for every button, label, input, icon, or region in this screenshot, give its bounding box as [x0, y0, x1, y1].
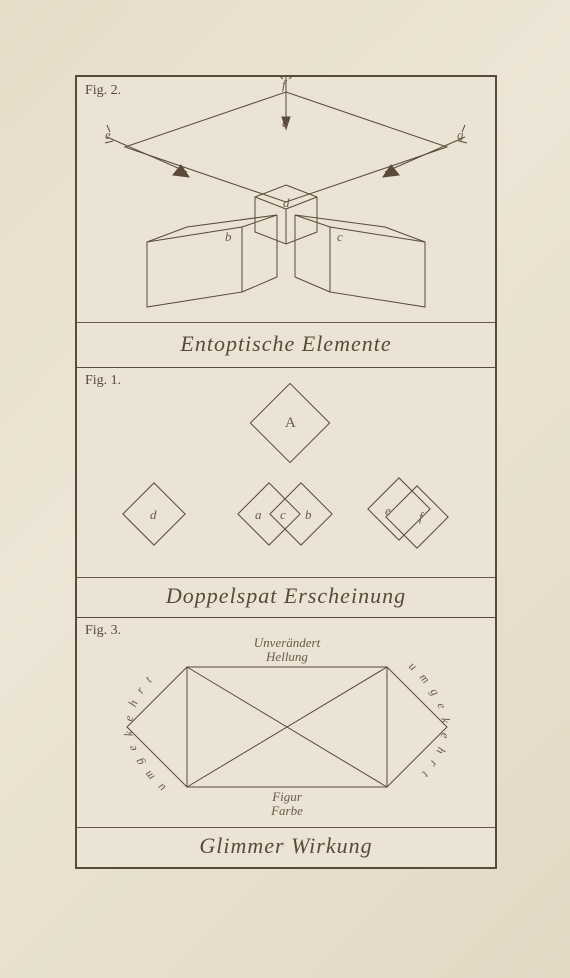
label-d2: d: [150, 507, 157, 523]
plate-frame: Fig. 2.: [75, 75, 497, 869]
left-arc-text: u m g e k e h r t: [121, 671, 168, 795]
label-hellung: Hellung: [237, 649, 337, 665]
fig3-baseline: [77, 827, 495, 828]
svg-text:u m g e k e h r t: u m g e k e h r t: [121, 671, 168, 795]
label-e: e: [105, 127, 111, 143]
label-b2: b: [305, 507, 312, 523]
label-A: A: [285, 415, 296, 432]
label-c: c: [337, 229, 343, 245]
label-f: f: [282, 77, 286, 93]
page-background: Fig. 2.: [0, 0, 570, 978]
panel-fig1: Fig. 1. A d a c b e f Doppelspat Erschei: [77, 367, 495, 618]
panel-fig3: Fig. 3. u m g e k e h r t: [77, 617, 495, 867]
fig1-baseline: [77, 577, 495, 578]
right-arc-text: u m g e k e h r t: [406, 659, 453, 783]
label-e2: e: [385, 503, 391, 519]
fig2-caption: Entoptische Elemente: [77, 331, 495, 357]
label-f2: f: [419, 509, 423, 525]
svg-text:u m g e k e h r t: u m g e k e h r t: [406, 659, 453, 783]
label-c2: c: [280, 507, 286, 523]
fig3-caption: Glimmer Wirkung: [77, 833, 495, 859]
label-g: g: [457, 127, 464, 143]
fig1-caption: Doppelspat Erscheinung: [77, 583, 495, 609]
label-a2: a: [255, 507, 262, 523]
label-b: b: [225, 229, 232, 245]
fig1-diagram: [77, 367, 495, 577]
fig2-baseline: [77, 322, 495, 323]
panel-fig2: Fig. 2.: [77, 77, 495, 368]
label-d: d: [283, 195, 290, 211]
label-farbe: Farbe: [237, 803, 337, 819]
label-a: a: [282, 115, 289, 131]
